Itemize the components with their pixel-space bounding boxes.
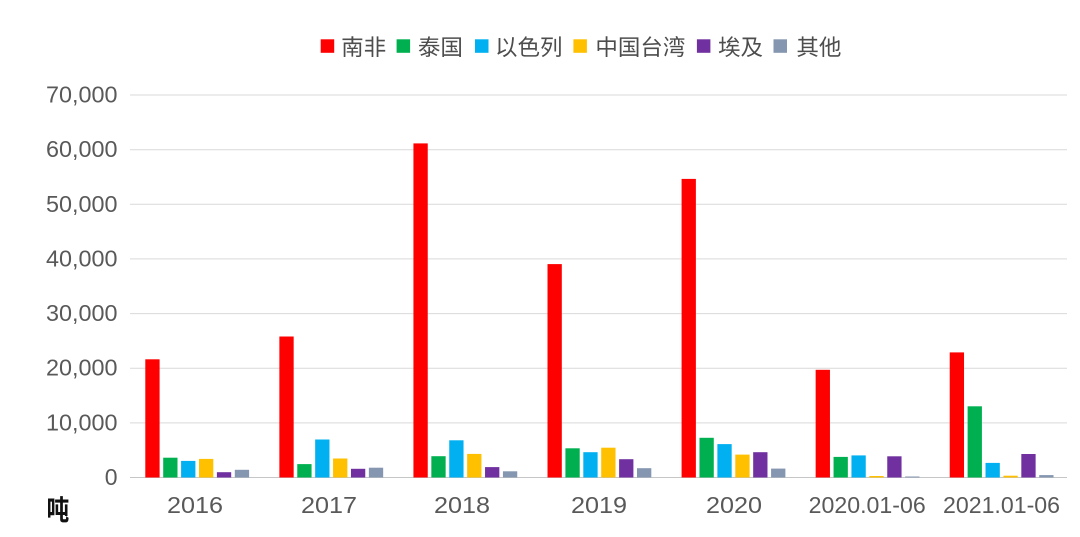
svg-text:70,000: 70,000 [46, 82, 118, 108]
svg-text:2019: 2019 [571, 492, 627, 518]
svg-text:20,000: 20,000 [46, 355, 118, 381]
svg-text:2021.01-06: 2021.01-06 [943, 492, 1060, 518]
svg-text:2016: 2016 [167, 492, 223, 518]
svg-text:50,000: 50,000 [46, 191, 118, 217]
svg-text:60,000: 60,000 [46, 136, 118, 162]
svg-text:40,000: 40,000 [46, 245, 118, 271]
svg-text:0: 0 [105, 464, 118, 490]
svg-text:2017: 2017 [301, 492, 357, 518]
svg-text:30,000: 30,000 [46, 300, 118, 326]
svg-text:2020.01-06: 2020.01-06 [809, 492, 926, 518]
svg-text:2018: 2018 [434, 492, 490, 518]
svg-text:2020: 2020 [706, 492, 762, 518]
svg-text:10,000: 10,000 [46, 409, 118, 435]
